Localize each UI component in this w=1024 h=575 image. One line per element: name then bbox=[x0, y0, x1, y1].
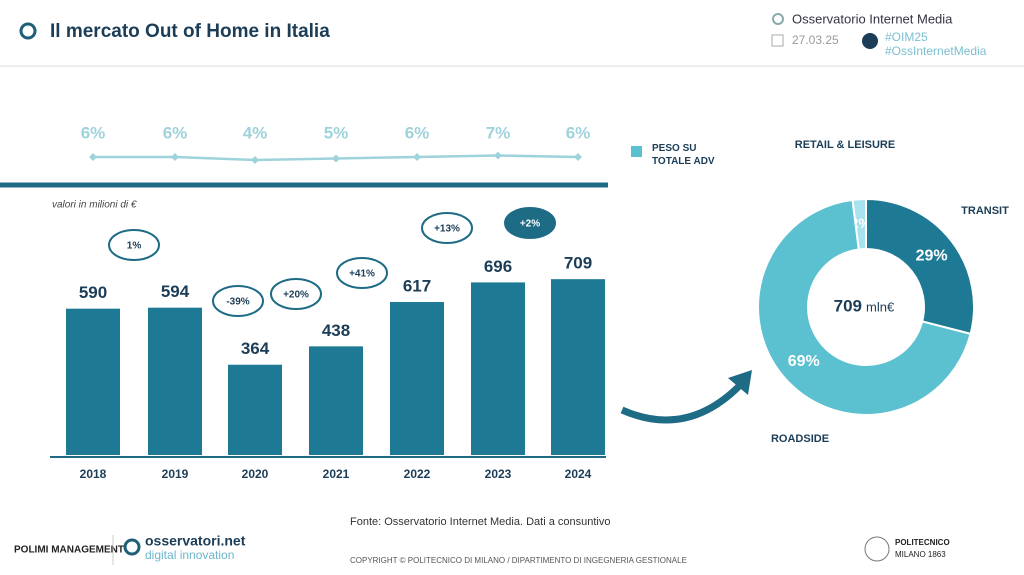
data-label: 590 bbox=[79, 283, 107, 302]
growth-bubble bbox=[108, 229, 160, 261]
data-label: 709 bbox=[564, 254, 592, 273]
bar bbox=[228, 364, 282, 455]
title: Il mercato Out of Home in Italia bbox=[50, 21, 330, 42]
calendar-icon bbox=[771, 34, 784, 47]
bar bbox=[390, 301, 444, 455]
center-value: 709 bbox=[834, 296, 862, 315]
point bbox=[89, 153, 97, 161]
x-tick-label: 2018 bbox=[80, 467, 107, 481]
data-label: 6% bbox=[566, 123, 591, 142]
bar bbox=[66, 308, 120, 455]
growth-bubble bbox=[504, 207, 556, 239]
logo-text: MILANO 1863 bbox=[895, 550, 946, 559]
bar bbox=[551, 279, 605, 455]
hashtag: #OIM25 bbox=[885, 30, 928, 44]
donut-segment bbox=[865, 197, 975, 336]
date: 27.03.25 bbox=[792, 33, 839, 47]
bar bbox=[148, 307, 202, 455]
data-label: 6% bbox=[81, 123, 106, 142]
category-label: RETAIL & LEISURE bbox=[795, 139, 895, 151]
growth-label: +13% bbox=[434, 224, 460, 235]
data-label: 4% bbox=[243, 123, 268, 142]
bar bbox=[309, 346, 363, 455]
data-label: 6% bbox=[405, 123, 430, 142]
growth-label: +20% bbox=[283, 290, 309, 301]
bar bbox=[471, 282, 525, 455]
x-tick-label: 2022 bbox=[404, 467, 431, 481]
segment-label: 69% bbox=[788, 353, 820, 370]
segment-label: 29% bbox=[916, 247, 948, 264]
data-label: 7% bbox=[486, 123, 511, 142]
hashtag: #OssInternetMedia bbox=[885, 44, 987, 58]
arrow bbox=[620, 377, 748, 424]
x-icon bbox=[862, 33, 878, 49]
growth-bubble bbox=[212, 285, 264, 317]
data-label: 594 bbox=[161, 282, 190, 301]
logo-text: osservatori.net bbox=[145, 533, 246, 549]
growth-label: +2% bbox=[520, 219, 540, 230]
data-label: 617 bbox=[403, 276, 431, 295]
x-tick-label: 2023 bbox=[485, 467, 512, 481]
arrow-head bbox=[728, 370, 752, 395]
legend-label: PESO SU TOTALE ADV bbox=[652, 143, 715, 167]
logo-seal bbox=[864, 536, 890, 562]
subtitle: valori in milioni di € bbox=[52, 200, 137, 211]
growth-label: 1% bbox=[127, 241, 142, 252]
copyright: COPYRIGHT © POLITECNICO DI MILANO / DIPA… bbox=[350, 556, 687, 565]
point bbox=[494, 151, 502, 160]
growth-bubble bbox=[421, 212, 473, 244]
growth-label: +41% bbox=[349, 269, 375, 280]
icon bbox=[772, 13, 784, 25]
center-unit: mln€ bbox=[866, 299, 895, 314]
x-tick-label: 2020 bbox=[242, 467, 269, 481]
data-label: 364 bbox=[241, 339, 270, 358]
data-label: 6% bbox=[163, 123, 188, 142]
source-note: Fonte: Osservatorio Internet Media. Dati… bbox=[350, 516, 610, 528]
logo-icon bbox=[123, 538, 141, 556]
category-label: TRANSIT bbox=[961, 205, 1009, 217]
data-label: 438 bbox=[322, 321, 350, 340]
point bbox=[171, 153, 179, 161]
point bbox=[413, 153, 421, 161]
x-tick-label: 2021 bbox=[323, 467, 350, 481]
point bbox=[251, 156, 259, 164]
growth-bubble bbox=[336, 257, 388, 289]
logo-text: POLIMI MANAGEMENT bbox=[14, 545, 124, 556]
point bbox=[574, 153, 582, 161]
x-tick-label: 2019 bbox=[162, 467, 189, 481]
logo-icon bbox=[19, 22, 37, 40]
logo-text: POLITECNICO bbox=[895, 538, 950, 547]
source-name: Osservatorio Internet Media bbox=[792, 11, 953, 26]
growth-bubble bbox=[270, 278, 322, 310]
point bbox=[332, 154, 340, 163]
growth-label: -39% bbox=[226, 297, 249, 308]
legend-swatch bbox=[631, 146, 642, 157]
logo-text: digital innovation bbox=[145, 548, 234, 562]
x-tick-label: 2024 bbox=[565, 467, 592, 481]
category-label: ROADSIDE bbox=[771, 433, 829, 445]
data-label: 696 bbox=[484, 257, 512, 276]
donut-segment bbox=[757, 198, 972, 416]
data-label: 5% bbox=[324, 123, 349, 142]
